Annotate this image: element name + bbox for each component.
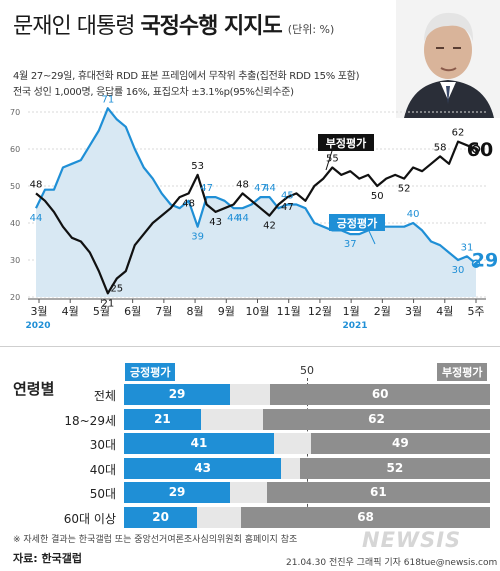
year-label: 2020 [25, 321, 50, 331]
footnote: ※ 자세한 결과는 한국갤럽 또는 중앙선거여론조사심의위원회 홈페이지 참조 [13, 535, 298, 545]
survey-info-line1: 4월 27~29일, 휴대전화 RDD 표본 프레임에서 무작위 추출(집전화 … [13, 71, 360, 82]
age-category-label: 30대 [89, 438, 116, 452]
age-group-title: 연령별 [13, 380, 55, 398]
x-tick-label: 12월 [308, 305, 332, 318]
newsis-logo: NEWSIS [362, 528, 462, 552]
legend-positive-badge: 긍정평가 [125, 363, 176, 381]
data-label: 55 [326, 154, 339, 165]
data-label: 48 [182, 198, 195, 209]
positive-bar: 29 [124, 384, 231, 405]
positive-bar: 20 [124, 506, 198, 528]
data-label: 58 [434, 142, 447, 153]
positive-bar: 41 [124, 433, 275, 454]
page-title: 문재인 대통령 국정수행 지지도 (단위: %) [13, 8, 334, 40]
data-label: 42 [263, 221, 276, 232]
section-divider [0, 346, 500, 347]
data-label: 48 [236, 179, 249, 190]
y-tick-label: 40 [10, 219, 20, 228]
negative-bar: 60 [270, 384, 490, 405]
data-label: 52 [398, 184, 411, 195]
data-label: 62 [452, 128, 465, 139]
y-tick-label: 20 [10, 293, 20, 302]
negative-line [35, 140, 477, 295]
positive-callout-pointer [368, 230, 376, 245]
data-label: 43 [209, 217, 222, 228]
data-label: 30 [452, 265, 465, 276]
data-label: 47 [281, 202, 294, 213]
data-label: 47 [254, 183, 267, 194]
data-label: 53 [191, 161, 204, 172]
survey-info-line2: 전국 성인 1,000명, 응답률 16%, 표집오차 ±3.1%p(95%신뢰… [13, 87, 294, 98]
data-label: 37 [344, 239, 357, 250]
data-label: 44 [227, 213, 240, 224]
positive-callout-label: 긍정평가 [337, 216, 377, 230]
president-portrait [396, 0, 500, 118]
title-unit: (단위: %) [287, 23, 335, 36]
credit-line: 21.04.30 전진우 그래픽 기자 618tue@newsis.com [286, 558, 498, 568]
age-category-label: 60대 이상 [63, 511, 116, 526]
negative-bar: 68 [241, 506, 490, 528]
x-tick-label: 6월 [124, 305, 141, 318]
x-tick-label: 10월 [245, 305, 269, 318]
x-tick-label: 5주 [467, 305, 484, 318]
data-label: 44 [236, 213, 249, 224]
end-marker [471, 259, 481, 268]
data-label: 25 [110, 284, 123, 295]
positive-bar: 43 [124, 457, 282, 479]
x-tick-label: 3월 [30, 305, 47, 318]
data-label: 50 [371, 191, 384, 202]
year-label: 2021 [342, 321, 367, 331]
positive-bar: 21 [124, 408, 201, 430]
x-tick-label: 7월 [155, 305, 172, 318]
negative-callout-box [318, 134, 374, 151]
negative-bar: 52 [299, 457, 490, 479]
y-tick-label: 60 [10, 145, 20, 154]
y-tick-label: 50 [10, 182, 20, 191]
positive-callout-box [329, 214, 385, 231]
title-bold: 국정수행 지지도 [140, 14, 282, 39]
source-label: 자료: 한국갤럽 [13, 552, 82, 565]
data-label: 44 [30, 213, 43, 224]
data-label: 71 [101, 94, 114, 105]
legend-negative-badge: 부정평가 [437, 363, 488, 381]
age-category-label: 40대 [89, 462, 116, 477]
x-tick-label: 4월 [436, 305, 453, 318]
approval-trend-chart: 20 30 40 50 60 70 48 21 25 48 53 43 48 42 47 55 50 52 58 6… [10, 94, 498, 331]
negative-callout-pointer [325, 150, 333, 171]
x-tick-label: 4월 [62, 305, 79, 318]
data-label: 45 [281, 191, 294, 202]
negative-bar: 49 [310, 433, 490, 454]
y-tick-label: 30 [10, 256, 20, 265]
x-tick-label: 3월 [405, 305, 422, 318]
positive-end-value: 29 [472, 250, 498, 272]
negative-callout-label: 부정평가 [326, 136, 366, 150]
age-category-label: 18~29세 [64, 413, 116, 428]
data-label: 39 [191, 232, 204, 243]
x-tick-label: 8월 [187, 305, 204, 318]
negative-end-value: 60 [467, 139, 493, 161]
x-tick-label: 11월 [277, 305, 301, 318]
y-tick-label: 70 [10, 108, 20, 117]
x-tick-label: 2월 [374, 305, 391, 318]
x-tick-label: 1월 [343, 305, 360, 318]
negative-bar: 62 [263, 408, 490, 430]
positive-line [35, 107, 477, 265]
x-tick-label: 5월 [93, 305, 110, 318]
positive-area [36, 108, 476, 297]
midline-label: 50 [300, 364, 314, 377]
data-label: 44 [263, 183, 276, 194]
x-tick-label: 9월 [218, 305, 235, 318]
age-category-label: 50대 [89, 487, 116, 501]
negative-bar: 61 [266, 482, 490, 503]
age-category-label: 전체 [93, 389, 116, 403]
positive-bar: 29 [124, 482, 231, 503]
data-label: 48 [30, 179, 43, 190]
data-label: 40 [407, 209, 420, 220]
data-label: 31 [461, 242, 474, 253]
data-label: 47 [200, 183, 213, 194]
data-label: 21 [101, 298, 114, 309]
title-light: 문재인 대통령 [13, 14, 135, 39]
end-marker [471, 144, 481, 154]
